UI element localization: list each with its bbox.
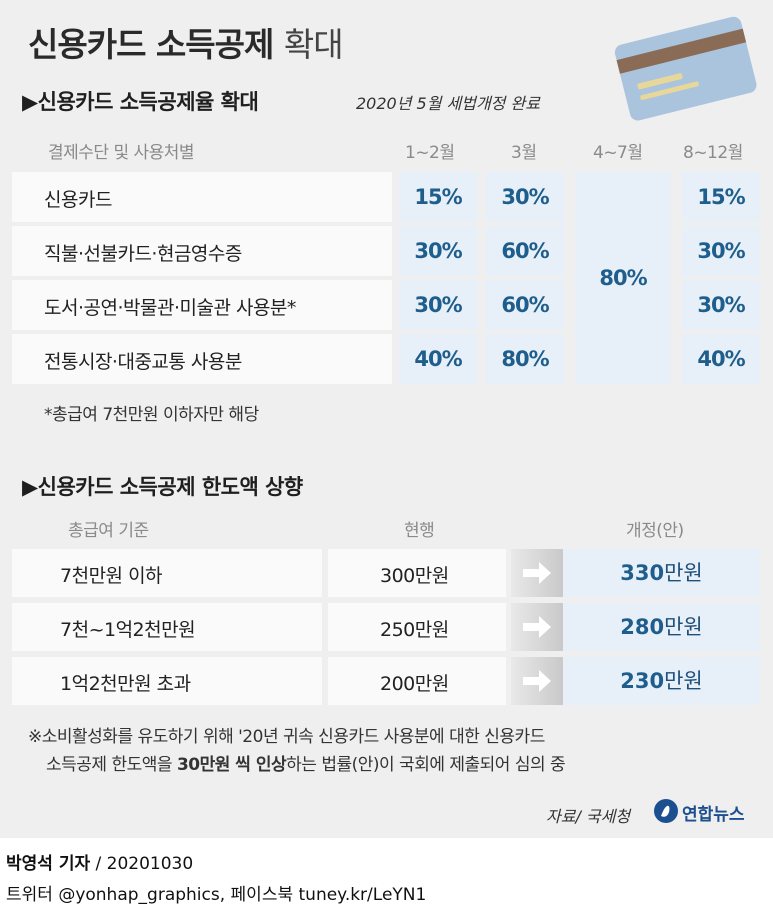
section1-heading: ▶신용카드 소득공제율 확대 [22,90,259,114]
rate-cell: 60% [486,226,564,276]
section1-footnote: *총급여 7천만원 이하자만 해당 [44,405,259,425]
rate-cell: 40% [399,334,477,384]
new-value-cell: 330만원 [563,549,760,597]
current-cell [328,657,506,705]
income-label: 7천~1억2천만원 [60,619,196,641]
current-cell [328,549,506,597]
income-label: 7천만원 이하 [60,565,163,587]
yonhap-logo-icon [654,799,678,823]
reporter-name: 박영석 기자 [6,854,91,874]
title-light: 확대 [283,25,344,64]
arrow-right-icon [523,616,551,638]
new-value-number: 280 [620,615,665,639]
new-value-unit: 만원 [664,669,703,693]
col-header-sep-dec: 8~12월 [683,143,743,163]
table-row [12,334,392,384]
credit-card-icon [614,16,757,121]
new-value-number: 230 [620,669,665,693]
credit-date: / 20201030 [95,854,194,874]
table-row [12,172,392,222]
arrow-right-icon [523,670,551,692]
arrow-strip [511,549,563,597]
income-cell [12,657,322,705]
current-value: 200만원 [380,673,449,695]
credit-line: 박영석 기자 / 20201030 [6,849,193,874]
section2-heading: ▶신용카드 소득공제 한도액 상향 [22,475,303,499]
rate-cell: 80% [486,334,564,384]
rate-cell: 30% [682,280,760,330]
income-label: 1억2천만원 초과 [60,673,191,695]
rate-cell: 30% [399,226,477,276]
arrow-strip [511,657,563,705]
current-cell [328,603,506,651]
rate-cell: 30% [486,172,564,222]
rate-cell: 15% [399,172,477,222]
section1-note: 2020년 5월 세법개정 완료 [356,94,540,113]
current-value: 300만원 [380,565,449,587]
rate-cell: 40% [682,334,760,384]
new-value-unit: 만원 [664,561,703,585]
row-label: 전통시장·대중교통 사용분 [44,351,242,373]
title-bold: 신용카드 소득공제 [28,25,274,64]
col-header-apr-jul: 4~7월 [593,143,643,163]
row-label: 직불·선불카드·현금영수증 [44,243,242,265]
new-value-number: 330 [620,561,665,585]
col-header-mar: 3월 [511,143,537,163]
merged-rate-cell: 80% [575,172,671,384]
page-title: 신용카드 소득공제 확대 [28,18,344,66]
social-credit: 트위터 @yonhap_graphics, 페이스북 tuney.kr/LeYN… [6,885,427,905]
col-header-current: 현행 [404,521,435,541]
bottom-note-line2: 소득공제 한도액을 30만원 씩 인상하는 법률(안)이 국회에 제출되어 심의… [46,750,566,775]
new-value-cell: 230만원 [563,657,760,705]
rate-cell: 30% [399,280,477,330]
new-value-unit: 만원 [664,615,703,639]
note-text: 소득공제 한도액을 [46,755,177,775]
col-header-jan-feb: 1~2월 [405,143,455,163]
bottom-note-line1: ※소비활성화를 유도하기 위해 '20년 귀속 신용카드 사용분에 대한 신용카… [28,727,545,747]
current-value: 250만원 [380,619,449,641]
col-header-payment: 결제수단 및 사용처별 [48,143,195,163]
rate-cell: 60% [486,280,564,330]
note-text: 하는 법률(안)이 국회에 제출되어 심의 중 [286,755,566,775]
new-value-cell: 280만원 [563,603,760,651]
source-text: 자료/ 국세청 [546,807,631,826]
col-header-new: 개정(안) [626,521,684,541]
col-header-income: 총급여 기준 [68,521,149,541]
row-label: 신용카드 [44,189,112,211]
logo-text: 연합뉴스 [682,805,745,825]
rate-cell: 15% [682,172,760,222]
note-emphasis: 30만원 씩 인상 [176,755,287,775]
income-cell [12,603,322,651]
income-cell [12,549,322,597]
arrow-right-icon [523,562,551,584]
arrow-strip [511,603,563,651]
row-label: 도서·공연·박물관·미술관 사용분* [44,297,296,319]
rate-cell: 30% [682,226,760,276]
table-row [12,226,392,276]
table-row [12,280,392,330]
